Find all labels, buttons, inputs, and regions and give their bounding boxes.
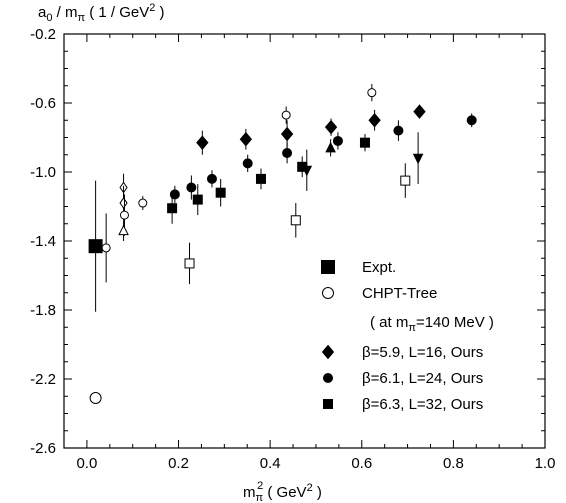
marker-circle-filled xyxy=(282,148,293,159)
marker-circle-open xyxy=(281,110,291,120)
x-axis-title-sub: π xyxy=(256,492,264,503)
x-axis-title-close: ) xyxy=(313,484,322,501)
marker-square-open xyxy=(184,258,195,269)
marker-square-open xyxy=(290,215,301,226)
legend-label: β=6.3, L=32, Ours xyxy=(362,396,483,413)
marker-square-filled-large xyxy=(88,239,103,254)
marker-square-filled xyxy=(215,187,226,198)
marker-circle-open-large xyxy=(89,391,102,404)
y-tick-label: -2.2 xyxy=(30,371,56,388)
x-tick-label: 0.6 xyxy=(351,455,372,472)
legend-label: CHPT-Tree xyxy=(362,285,437,302)
marker-diamond-open xyxy=(119,197,128,209)
x-axis-title-sup: 2 xyxy=(257,480,263,492)
marker-circle-open xyxy=(367,88,377,98)
marker-circle-filled xyxy=(206,173,217,184)
y-tick-label: -2.6 xyxy=(30,440,56,457)
marker-circle-open-large xyxy=(322,287,334,299)
marker-circle-filled xyxy=(466,115,477,126)
marker-diamond-filled xyxy=(239,131,253,147)
y-axis-title-sub1: 0 xyxy=(46,12,52,24)
x-axis-title-base: m xyxy=(243,484,256,501)
marker-diamond-filled xyxy=(324,119,338,135)
marker-circle-open xyxy=(101,243,111,253)
legend-label: Expt. xyxy=(362,259,396,276)
y-tick-label: -1.0 xyxy=(30,164,56,181)
legend-label: β=5.9, L=16, Ours xyxy=(362,344,483,361)
x-tick-label: 0.0 xyxy=(76,455,97,472)
marker-circle-open xyxy=(119,210,129,220)
x-tick-label: 0.4 xyxy=(260,455,281,472)
marker-square-open xyxy=(400,175,411,186)
x-axis-title: mπ2 ( GeV2 ) xyxy=(243,480,322,503)
x-tick-label: 0.8 xyxy=(443,455,464,472)
data-points xyxy=(88,84,477,404)
marker-square-filled xyxy=(192,194,203,205)
marker-square-filled xyxy=(167,203,178,214)
marker-triangle-filled xyxy=(325,141,336,153)
y-axis-title: a0 / mπ ( 1 / GeV2 ) xyxy=(38,2,165,24)
marker-triangle-open xyxy=(118,224,129,236)
marker-diamond-filled xyxy=(196,135,209,150)
marker-diamond-filled xyxy=(321,344,335,360)
legend-label-note: ( at mπ=140 MeV ) xyxy=(370,314,494,334)
y-axis-title-unit: ( 1 / GeV xyxy=(85,4,149,21)
x-tick-label: 0.2 xyxy=(168,455,189,472)
marker-triangle-down-filled xyxy=(301,165,313,177)
marker-diamond-filled xyxy=(280,126,294,142)
axis-tick-labels: 0.0 0.2 0.4 0.6 0.8 1.0 -0.2 -0.6 -1.0 -1.4 -1.8 -2… xyxy=(30,26,555,472)
marker-triangle-down-filled xyxy=(412,153,424,165)
legend: Expt. CHPT-Tree ( at mπ=140 MeV ) β=5.9, L=… xyxy=(321,259,494,413)
y-axis-title-base: a xyxy=(38,4,47,21)
marker-circle-filled xyxy=(393,125,404,136)
marker-circle-filled xyxy=(186,182,197,193)
marker-diamond-filled xyxy=(413,104,426,119)
marker-square-filled xyxy=(255,173,266,184)
x-axis-title-unit: ( GeV xyxy=(263,484,306,501)
x-tick-label: 1.0 xyxy=(535,455,556,472)
y-tick-label: -1.8 xyxy=(30,302,56,319)
marker-square-filled-large xyxy=(321,260,335,274)
y-tick-label: -0.2 xyxy=(30,26,56,43)
marker-circle-filled xyxy=(323,373,333,383)
marker-circle-open xyxy=(138,198,148,208)
y-tick-label: -1.4 xyxy=(30,233,56,250)
y-axis-title-sub2: π xyxy=(77,12,85,24)
y-axis-title-sup: 2 xyxy=(149,2,155,14)
legend-label: β=6.1, L=24, Ours xyxy=(362,370,483,387)
y-axis-title-close: ) xyxy=(155,4,164,21)
x-axis-title-unitsup: 2 xyxy=(307,482,313,494)
axis-ticks xyxy=(63,33,546,449)
y-tick-label: -0.6 xyxy=(30,95,56,112)
marker-diamond-filled xyxy=(368,112,381,128)
y-axis-title-mid: / m xyxy=(52,4,77,21)
marker-square-filled xyxy=(359,137,370,148)
marker-circle-filled xyxy=(242,158,253,169)
marker-square-filled xyxy=(323,399,333,409)
marker-circle-filled xyxy=(332,135,343,146)
